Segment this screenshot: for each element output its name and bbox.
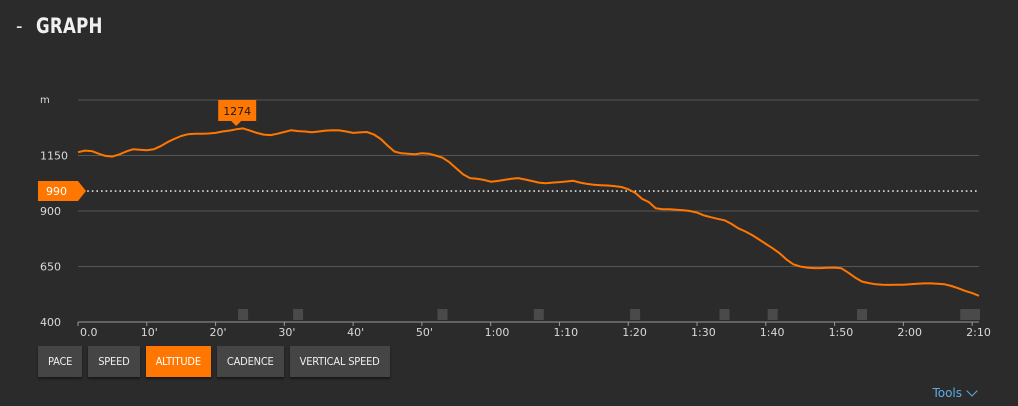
metric-selector: PACE SPEED ALTITUDE CADENCE VERTICAL SPE… — [38, 346, 390, 377]
tools-link[interactable]: Tools — [932, 385, 978, 400]
x-tick-label: 2:10 — [966, 326, 991, 339]
max-value-label: 1274 — [223, 105, 251, 118]
y-tick-label: 900 — [40, 205, 61, 218]
section-title: GRAPH — [36, 14, 103, 38]
chevron-down-icon — [966, 385, 978, 397]
tools-label: Tools — [932, 386, 962, 400]
vertical-speed-button[interactable]: VERTICAL SPEED — [289, 346, 390, 377]
y-tick-label: 1150 — [40, 150, 68, 163]
y-tick-label: 400 — [40, 316, 61, 329]
x-tick-label: 2:00 — [897, 326, 922, 339]
lap-marker — [238, 309, 249, 320]
x-tick-label: 30' — [278, 326, 295, 339]
x-tick-label: 40' — [347, 326, 364, 339]
x-tick-label: 1:50 — [829, 326, 854, 339]
lap-marker — [767, 309, 778, 320]
reference-line-label: 990 — [46, 185, 67, 198]
lap-marker — [857, 309, 868, 320]
y-tick-label: 650 — [40, 261, 61, 274]
speed-button[interactable]: SPEED — [88, 346, 140, 377]
x-tick-label: 50' — [416, 326, 433, 339]
collapse-toggle-icon[interactable]: - — [16, 14, 23, 38]
altitude-series-line — [77, 127, 980, 297]
section-header: - GRAPH — [16, 14, 112, 38]
lap-marker — [293, 309, 304, 320]
lap-marker — [630, 309, 641, 320]
x-tick-label: 1:30 — [691, 326, 716, 339]
lap-marker — [960, 309, 971, 320]
lap-marker — [533, 309, 544, 320]
lap-marker — [437, 309, 448, 320]
lap-marker — [719, 309, 730, 320]
x-tick-label: 1:40 — [760, 326, 785, 339]
altitude-button[interactable]: ALTITUDE — [145, 346, 211, 377]
altitude-chart: m 400 650 900 1150 0.0 10' 20' 30' 40' 50' 1:00 1:1… — [38, 95, 991, 339]
y-axis-label: m — [40, 95, 50, 106]
lap-marker — [970, 309, 980, 320]
x-tick-label: 0.0 — [80, 326, 98, 339]
x-tick-label: 1:10 — [553, 326, 578, 339]
max-value-pointer — [231, 120, 242, 126]
x-tick-label: 1:20 — [622, 326, 647, 339]
cadence-button[interactable]: CADENCE — [216, 346, 284, 377]
reference-line-badge — [38, 181, 86, 202]
x-tick-label: 20' — [210, 326, 227, 339]
x-tick-label: 1:00 — [485, 326, 510, 339]
max-value-badge — [218, 99, 257, 121]
pace-button[interactable]: PACE — [38, 346, 83, 377]
x-tick-label: 10' — [141, 326, 158, 339]
